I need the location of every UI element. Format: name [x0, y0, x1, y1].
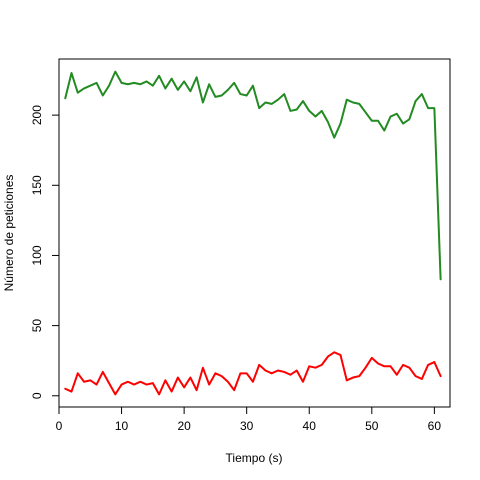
- x-tick-label: 50: [365, 419, 379, 433]
- x-tick-label: 40: [303, 419, 317, 433]
- y-tick-label: 150: [30, 175, 44, 195]
- x-axis-label: Tiempo (s): [226, 451, 283, 465]
- x-tick-label: 60: [428, 419, 442, 433]
- y-tick-label: 50: [30, 319, 44, 333]
- x-tick-label: 30: [240, 419, 254, 433]
- x-tick-label: 20: [177, 419, 191, 433]
- y-tick-label: 0: [30, 392, 44, 399]
- x-tick-label: 10: [115, 419, 129, 433]
- y-tick-label: 200: [30, 105, 44, 125]
- y-tick-label: 100: [30, 245, 44, 265]
- y-axis-label: Número de peticiones: [2, 175, 16, 292]
- x-tick-label: 0: [56, 419, 63, 433]
